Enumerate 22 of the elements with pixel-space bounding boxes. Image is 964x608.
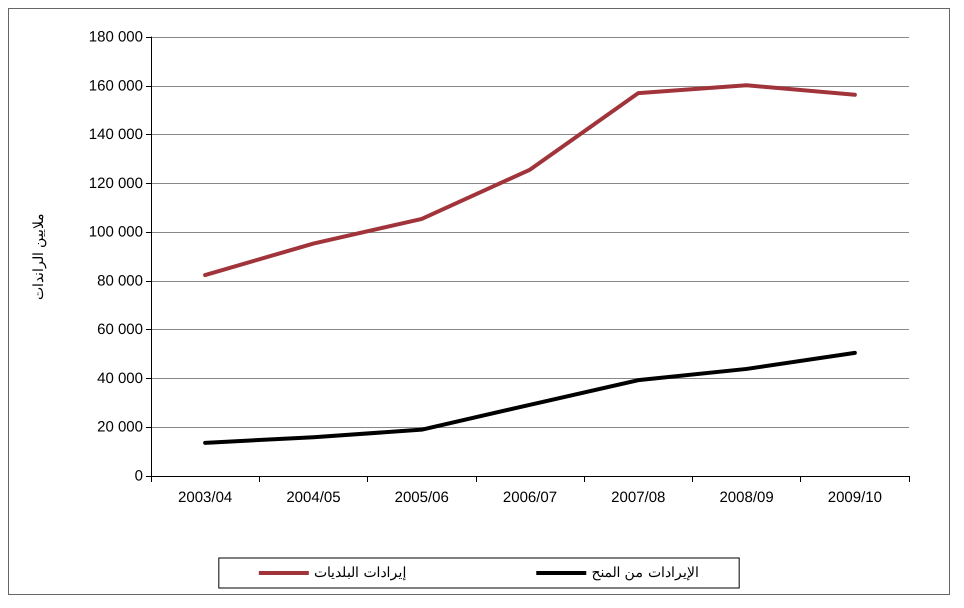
x-tick-label: 2003/04 — [178, 489, 232, 506]
y-tick-label: 60 000 — [97, 321, 143, 338]
x-tick-label: 2007/08 — [611, 489, 666, 506]
y-tick-label: 140 000 — [88, 126, 143, 144]
y-tick-label: 180 000 — [88, 28, 143, 46]
x-tick-label: 2005/06 — [394, 489, 449, 506]
y-tick-label: 20 000 — [97, 418, 143, 436]
y-tick-label: 40 000 — [97, 370, 143, 387]
x-tick-label: 2004/05 — [286, 489, 341, 506]
y-tick-label: 0 — [134, 468, 143, 484]
x-tick-label: 2008/09 — [719, 489, 774, 506]
line-series — [203, 350, 857, 445]
x-tick-label: 2006/07 — [502, 489, 558, 506]
y-axis-title: ملايين الراندات — [31, 212, 47, 300]
line-series — [203, 83, 857, 278]
x-tick-label: 2009/10 — [828, 489, 882, 506]
legend-label: إيرادات البلديات — [314, 565, 406, 581]
legend-label: الإيرادات من المنح — [591, 565, 700, 581]
y-tick-label: 100 000 — [88, 224, 143, 241]
y-tick-label: 120 000 — [88, 174, 143, 192]
y-tick-label: 80 000 — [97, 272, 143, 290]
y-tick-label: 160 000 — [88, 77, 143, 94]
